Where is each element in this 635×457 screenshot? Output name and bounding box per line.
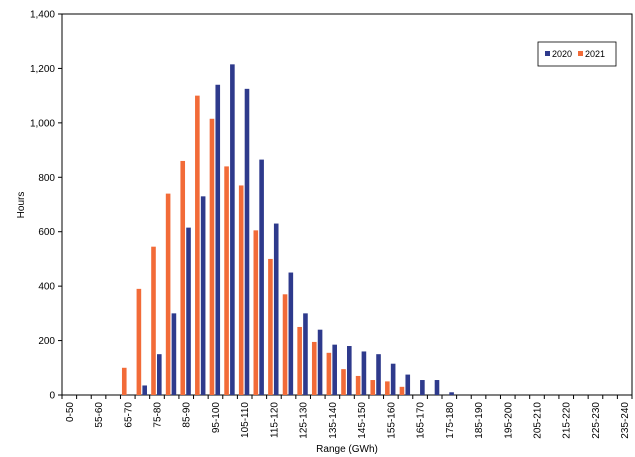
bar-2020-100-105 [230,64,235,395]
bar-2020-160-165 [405,374,411,395]
y-tick-label: 800 [38,173,55,184]
bar-2021-80-85 [165,193,171,395]
x-tick-label: 115-120 [269,402,280,438]
x-tick-label: 165-170 [416,402,427,439]
x-tick-label: 155-160 [386,402,397,439]
bar-2020-70-75 [142,385,147,395]
bar-2020-155-160 [390,363,396,395]
x-tick-label: 55-60 [94,402,105,428]
bar-2021-130-135 [311,341,317,395]
bar-2021-70-75 [136,288,142,395]
y-tick-label: 1,200 [30,64,55,75]
x-tick-label: 105-110 [240,402,251,438]
bar-2021-155-160 [385,381,390,395]
x-axis: 0-50 55-60 65-70 75-80 85-90 95-100 105-110 115… [61,395,633,439]
bar-2020-150-155 [376,354,381,395]
bar-2020-115-120 [273,223,279,395]
x-axis-title: Range (GWh) [316,444,378,455]
bar-2020-135-140 [332,344,337,395]
x-tick-label: 75-80 [153,402,164,428]
bar-2020-90-95 [200,196,206,395]
bar-2020-105-110 [244,88,250,395]
bar-2021-75-80 [151,246,156,395]
bar-2020-130-135 [317,329,323,395]
bar-2020-85-90 [186,227,191,395]
bar-2020-140-145 [347,346,352,395]
x-tick-label: 235-240 [620,402,631,439]
x-tick-label: 225-230 [591,402,602,439]
bar-2020-145-150 [361,351,367,395]
bar-2021-120-125 [282,294,288,395]
x-tick-label: 125-130 [299,402,310,439]
bar-2021-90-95 [195,95,200,396]
legend: 2020 2021 [537,41,617,67]
bar-2021-85-90 [180,160,186,395]
legend-box [537,41,617,67]
bar-2020-110-115 [259,159,264,395]
bar-2020-175-180 [449,392,454,395]
bar-2020-170-175 [434,380,440,395]
bar-2021-110-115 [253,230,259,395]
bar-2021-135-140 [326,352,332,395]
legend-label-2021: 2021 [585,49,605,59]
y-tick-label: 400 [38,282,55,293]
y-axis: 0 200 400 600 800 1,000 1,200 1,400 [30,10,62,402]
bar-2021-145-150 [355,375,361,395]
y-axis-title: Hours [16,192,27,219]
x-tick-label: 85-90 [182,402,193,428]
bar-2020-125-130 [303,313,308,395]
bar-2021-100-105 [224,166,229,395]
x-tick-label: 135-140 [328,402,339,439]
bar-2020-165-170 [420,380,425,395]
x-tick-label: 0-50 [65,402,76,422]
x-tick-label: 95-100 [211,402,222,434]
legend-label-2020: 2020 [552,49,572,59]
bar-2020-120-125 [288,272,294,395]
bar-2020-75-80 [157,354,162,395]
bar-2020-95-100 [215,84,221,395]
x-tick-label: 145-150 [357,402,368,439]
legend-swatch-2020 [545,51,550,56]
bar-2021-105-110 [238,185,244,395]
x-tick-label: 65-70 [123,402,134,428]
x-tick-label: 215-220 [562,402,573,439]
bar-2021-140-145 [341,369,346,395]
y-tick-label: 1,000 [30,118,55,129]
bars-group [121,64,454,396]
plot-area [61,13,633,396]
bar-2021-65-70 [121,367,127,395]
y-tick-label: 0 [49,391,55,402]
x-tick-label: 175-180 [445,402,456,439]
bar-2021-150-155 [370,380,376,395]
bar-2021-95-100 [209,118,215,396]
bar-2021-160-165 [399,386,405,395]
y-tick-label: 200 [38,336,55,347]
legend-swatch-2021 [578,51,583,56]
x-tick-label: 205-210 [533,402,544,439]
y-tick-label: 600 [38,227,55,238]
x-tick-label: 195-200 [503,402,514,439]
bar-2021-125-130 [297,326,302,395]
y-tick-label: 1,400 [30,10,55,21]
x-tick-label: 185-190 [474,402,485,439]
bar-2020-80-85 [171,313,177,395]
bar-2021-115-120 [268,258,273,395]
